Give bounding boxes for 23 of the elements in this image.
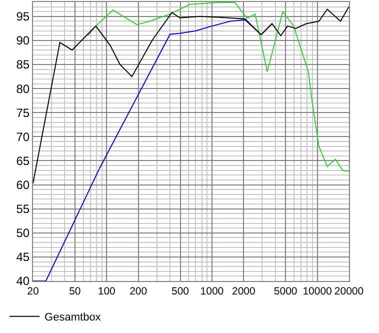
x-tick-label: 1000 [200, 286, 224, 298]
x-tick-label: 2000 [232, 286, 256, 298]
x-tick-label: 20000 [334, 286, 364, 298]
y-tick-label: 75 [16, 106, 30, 120]
x-tick-label: 10000 [302, 286, 332, 298]
y-tick-label: 85 [16, 58, 30, 72]
y-tick-label: 65 [16, 154, 30, 168]
legend-label: Gesamtbox [44, 312, 102, 324]
x-tick-label: 500 [171, 286, 190, 298]
y-tick-label: 40 [16, 274, 30, 288]
y-tick-label: 90 [16, 34, 30, 48]
y-tick-label: 50 [16, 226, 30, 240]
x-tick-label: 5000 [274, 286, 298, 298]
x-tick-label: 50 [69, 286, 81, 298]
x-tick-label: 200 [130, 286, 148, 298]
y-tick-label: 95 [16, 10, 30, 24]
x-tick-label: 100 [98, 286, 116, 298]
y-tick-label: 60 [16, 178, 30, 192]
y-tick-label: 55 [16, 202, 30, 216]
y-tick-label: 80 [16, 82, 30, 96]
x-tick-label: 20 [27, 286, 39, 298]
y-tick-label: 70 [16, 130, 30, 144]
y-tick-label: 45 [16, 250, 30, 264]
